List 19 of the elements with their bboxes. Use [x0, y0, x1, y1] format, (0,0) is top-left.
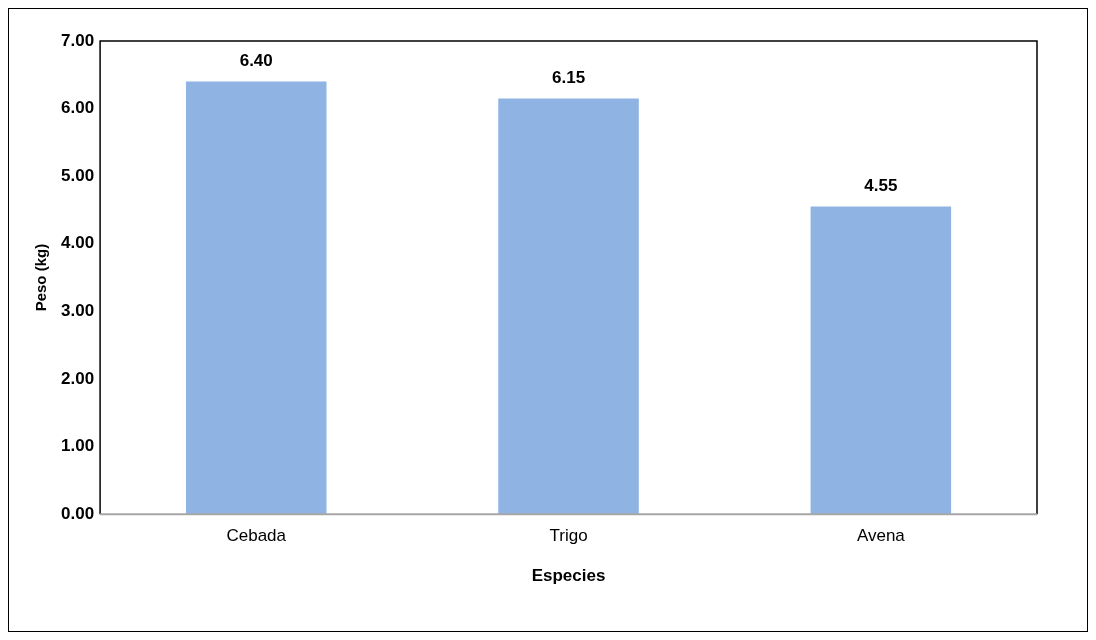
y-tick-label: 2.00 [60, 368, 95, 388]
data-label: 4.55 [864, 175, 898, 195]
data-label: 6.15 [552, 67, 586, 87]
bar [810, 206, 952, 515]
y-tick-label: 1.00 [60, 436, 95, 456]
x-tick-label: Trigo [549, 526, 588, 546]
y-tick-label: 5.00 [60, 165, 95, 185]
y-tick-label: 4.00 [60, 233, 95, 253]
x-axis-title: Especies [531, 566, 606, 586]
data-label: 6.40 [239, 50, 273, 70]
x-tick-label: Avena [856, 526, 906, 546]
y-tick-label: 7.00 [60, 30, 95, 50]
bar [498, 98, 639, 515]
y-tick-label: 0.00 [60, 503, 95, 523]
x-tick-label: Cebada [226, 526, 287, 546]
y-axis-title: Peso (kg) [32, 243, 50, 312]
bar [185, 81, 327, 515]
y-tick-label: 3.00 [60, 301, 95, 321]
y-tick-label: 6.00 [60, 98, 95, 118]
